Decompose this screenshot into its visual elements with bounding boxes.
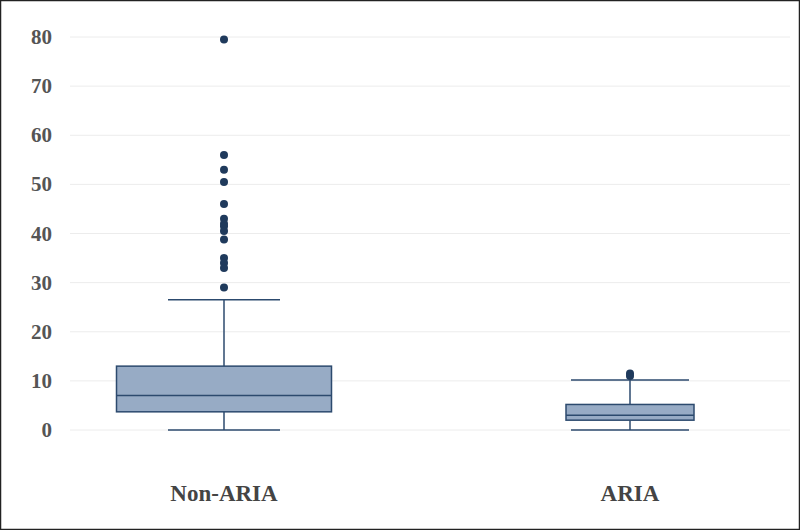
grid-line — [70, 331, 790, 332]
grid-line — [70, 282, 790, 283]
y-tick-label: 20 — [31, 320, 52, 344]
y-tick-label: 10 — [31, 369, 52, 393]
x-tick-label: Non-ARIA — [170, 481, 278, 506]
median — [566, 415, 694, 417]
outlier — [220, 264, 228, 272]
outlier — [220, 166, 228, 174]
median — [117, 395, 332, 397]
y-tick-label: 80 — [31, 25, 52, 49]
whisker-lower — [629, 420, 631, 430]
grid-line — [70, 430, 790, 431]
box — [566, 404, 694, 420]
y-tick-label: 50 — [31, 172, 52, 196]
whisker-cap-lower — [571, 429, 689, 431]
outlier — [220, 235, 228, 243]
y-tick-label: 0 — [42, 418, 53, 442]
grid-line — [70, 184, 790, 185]
y-tick-label: 60 — [31, 123, 52, 147]
outlier — [220, 151, 228, 159]
whisker-cap-upper — [168, 299, 280, 301]
y-tick-label: 30 — [31, 271, 52, 295]
outlier — [220, 227, 228, 235]
grid-line — [70, 86, 790, 87]
x-tick-label: ARIA — [601, 481, 660, 506]
grid-line — [70, 233, 790, 234]
chart-svg: 0 10 20 30 40 50 60 70 80 Non-ARIA ARIA — [0, 0, 800, 530]
grid-line — [70, 37, 790, 38]
y-tick-label: 40 — [31, 222, 52, 246]
y-tick-label: 70 — [31, 74, 52, 98]
plot-marks — [117, 35, 695, 430]
grid-line — [70, 135, 790, 136]
frame — [1, 1, 800, 530]
box — [117, 366, 332, 412]
whisker-upper — [223, 300, 225, 366]
whisker-upper — [629, 380, 631, 405]
whisker-cap-lower — [168, 429, 280, 431]
outlier — [626, 372, 634, 380]
outlier — [220, 35, 228, 43]
chart-root: 0 10 20 30 40 50 60 70 80 Non-ARIA ARIA — [0, 0, 800, 530]
outlier — [220, 284, 228, 292]
outlier — [220, 200, 228, 208]
whisker-lower — [223, 412, 225, 430]
outlier — [220, 178, 228, 186]
